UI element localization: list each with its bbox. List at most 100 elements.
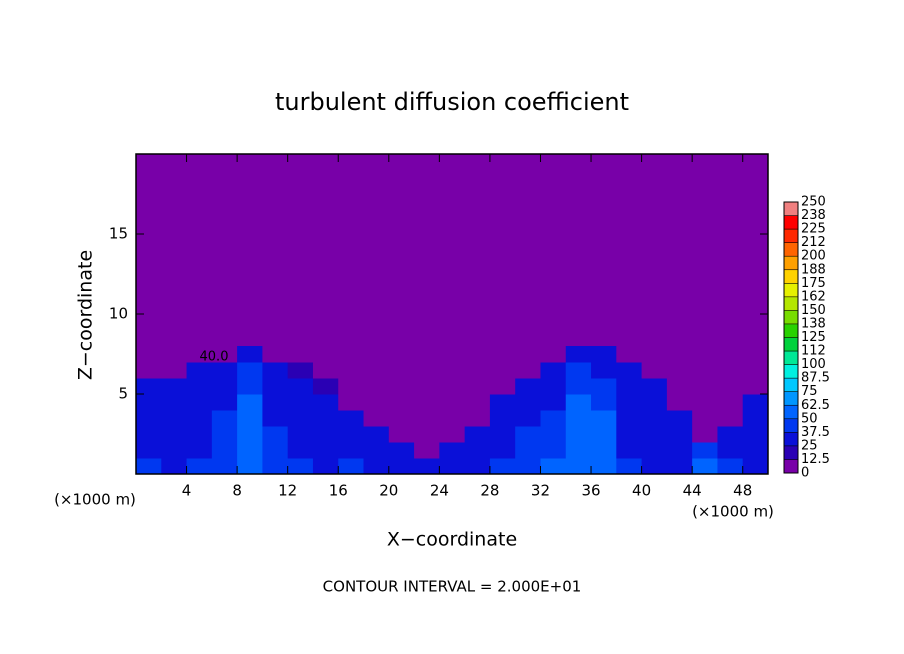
heat-cell xyxy=(692,346,718,363)
heat-cell xyxy=(616,394,643,411)
heat-cell xyxy=(262,394,289,411)
heat-cell xyxy=(211,378,238,395)
heat-cell xyxy=(388,346,415,363)
heat-cell xyxy=(515,442,541,459)
heat-cell xyxy=(666,410,693,427)
heat-cell xyxy=(287,346,314,363)
heat-cell xyxy=(136,426,162,443)
heat-cell xyxy=(717,378,744,395)
heat-cell xyxy=(464,458,491,475)
heat-cell xyxy=(363,410,390,427)
heat-cell xyxy=(414,346,440,363)
x-tick-label: 24 xyxy=(430,482,449,500)
colorbar-swatch xyxy=(784,364,798,379)
heat-cell xyxy=(211,458,238,475)
heat-cell xyxy=(262,346,289,363)
y-axis-label: Z−coordinate xyxy=(75,250,97,380)
heat-cell xyxy=(616,362,643,379)
x-tick-label: 40 xyxy=(632,482,651,500)
heat-cell xyxy=(717,426,744,443)
heat-cell xyxy=(312,394,339,411)
heat-cell xyxy=(515,458,541,475)
heat-cell xyxy=(186,362,213,379)
colorbar-label: 112 xyxy=(801,344,826,359)
colorbar-label: 250 xyxy=(801,195,826,210)
heat-cell xyxy=(287,426,314,443)
heat-cell xyxy=(363,426,390,443)
heat-cell xyxy=(641,442,668,459)
colorbar-swatch xyxy=(784,378,798,392)
colorbar-label: 62.5 xyxy=(801,398,830,413)
heat-cell xyxy=(489,346,516,363)
heat-cell xyxy=(136,442,162,459)
heat-cell xyxy=(338,458,365,475)
heat-cell xyxy=(464,426,491,443)
heat-cell xyxy=(616,426,643,443)
heat-cell xyxy=(161,442,188,459)
colorbar-label: 25 xyxy=(801,438,818,453)
heat-cell xyxy=(388,410,415,427)
heat-cell xyxy=(742,346,769,363)
heat-cell xyxy=(287,458,314,475)
heat-cell xyxy=(742,410,769,427)
x-tick-label: 44 xyxy=(683,482,702,500)
heat-cell xyxy=(312,410,339,427)
footnote: CONTOUR INTERVAL = 2.000E+01 xyxy=(323,578,582,596)
heat-cell xyxy=(616,378,643,395)
heat-cell xyxy=(666,426,693,443)
heat-cell xyxy=(186,394,213,411)
colorbar-label: 225 xyxy=(801,222,826,237)
heat-cell xyxy=(666,378,693,395)
heat-cell xyxy=(338,394,365,411)
heat-cell xyxy=(591,410,617,427)
heat-cell xyxy=(540,362,567,379)
y-tick-label: 5 xyxy=(118,385,128,403)
heat-cell xyxy=(388,458,415,475)
heat-cell xyxy=(742,426,769,443)
heat-cell xyxy=(540,458,567,475)
heat-cell xyxy=(211,346,238,363)
heat-cell xyxy=(287,378,314,395)
heat-cell xyxy=(641,410,668,427)
heat-cell xyxy=(666,362,693,379)
heat-cell xyxy=(237,426,263,443)
heat-cell xyxy=(439,346,466,363)
heat-cell xyxy=(237,442,263,459)
heat-cell xyxy=(489,458,516,475)
heat-cell xyxy=(388,426,415,443)
heat-cell xyxy=(186,426,213,443)
colorbar-swatch xyxy=(784,459,798,474)
heat-cell xyxy=(439,362,466,379)
heat-cell xyxy=(211,426,238,443)
heat-cell xyxy=(262,410,289,427)
heat-cell xyxy=(515,378,541,395)
heat-cell xyxy=(136,394,162,411)
heat-cell xyxy=(262,378,289,395)
colorbar-label: 125 xyxy=(801,330,826,345)
colorbar-swatch xyxy=(784,202,798,216)
heat-cell xyxy=(540,442,567,459)
heat-cell xyxy=(136,346,162,363)
heat-cell xyxy=(262,458,289,475)
heat-cell xyxy=(464,346,491,363)
heat-cell xyxy=(565,394,592,411)
heat-cell xyxy=(666,442,693,459)
heat-cell xyxy=(312,346,339,363)
heat-cell xyxy=(464,442,491,459)
heat-cell xyxy=(287,394,314,411)
heat-cell xyxy=(287,362,314,379)
heat-cell xyxy=(515,410,541,427)
heat-cell xyxy=(161,362,188,379)
x-tick-label: 20 xyxy=(379,482,398,500)
colorbar-label: 75 xyxy=(801,384,818,399)
heat-cell xyxy=(338,346,365,363)
colorbar-label: 200 xyxy=(801,249,826,264)
heat-cell xyxy=(464,378,491,395)
heat-cell xyxy=(489,442,516,459)
heat-cell xyxy=(641,458,668,475)
heat-cell xyxy=(161,410,188,427)
x-tick-label: 12 xyxy=(278,482,297,500)
heat-cell xyxy=(136,458,162,475)
heat-cell xyxy=(414,442,440,459)
